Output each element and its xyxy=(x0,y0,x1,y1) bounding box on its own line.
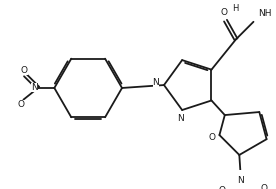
Text: NH: NH xyxy=(258,9,272,18)
Text: O: O xyxy=(20,66,28,75)
Text: N: N xyxy=(31,84,38,92)
Text: N: N xyxy=(153,78,159,87)
Text: O: O xyxy=(218,186,225,189)
Text: O: O xyxy=(260,184,267,189)
Text: H: H xyxy=(232,4,238,13)
Text: O: O xyxy=(18,100,25,109)
Text: O: O xyxy=(221,8,228,17)
Text: N: N xyxy=(177,114,184,122)
Text: N: N xyxy=(237,176,244,185)
Text: O: O xyxy=(209,133,216,142)
